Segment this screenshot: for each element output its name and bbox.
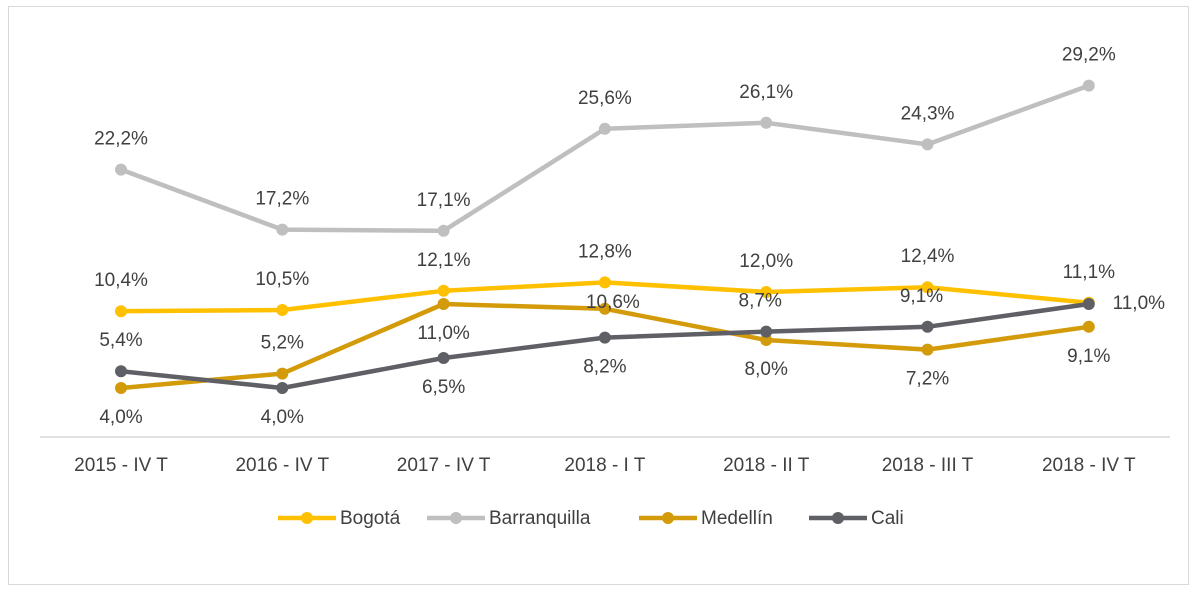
data-label: 17,2% [255,189,309,210]
point [598,302,611,315]
data-label: 4,0% [99,407,142,428]
data-label: 9,1% [1067,346,1110,367]
point [437,284,450,297]
x-tick-label: 2018 - I T [564,455,645,476]
point [276,304,289,316]
data-label: 10,4% [94,270,148,291]
data-label: 11,1% [1063,262,1116,283]
x-tick-label: 2018 - III T [882,455,974,476]
data-label: 12,8% [578,241,632,262]
data-label: 5,4% [99,330,142,351]
data-label: 8,2% [583,357,626,378]
legend-marker [450,512,462,524]
legend-label: Barranquilla [489,508,591,529]
data-label: 10,6% [586,292,640,313]
data-label: 6,5% [422,377,465,398]
data-label: 9,1% [900,286,943,307]
data-label: 8,0% [745,359,788,380]
point [1082,79,1095,92]
data-label: 11,0% [1113,293,1166,314]
data-label: 8,7% [739,291,782,312]
x-tick-label: 2017 - IV T [397,455,491,476]
point [921,138,934,151]
point [1082,298,1095,310]
legend-label: Medellín [701,508,773,529]
data-label: 11,0% [417,323,470,344]
legend-marker [662,512,674,524]
data-label: 4,0% [261,407,304,428]
point [115,163,127,176]
point [760,334,773,346]
x-tick-label: 2018 - IV T [1042,455,1136,476]
data-label: 12,1% [417,250,471,271]
data-label: 29,2% [1062,45,1116,66]
point [115,365,127,378]
point [115,382,127,394]
point [276,382,289,394]
point [437,224,450,237]
data-label: 12,0% [739,251,793,272]
x-tick-label: 2016 - IV T [235,455,329,476]
data-label: 10,5% [255,269,309,290]
x-tick-label: 2015 - IV T [74,455,168,476]
data-label: 25,6% [578,88,632,109]
point [437,352,450,364]
point [598,276,611,289]
data-label: 7,2% [906,369,949,390]
point [115,305,127,318]
x-tick-label: 2018 - II T [723,455,810,476]
legend-label: Cali [871,508,904,529]
point [760,116,773,129]
data-label: 24,3% [901,103,955,124]
point [598,122,611,135]
point [921,320,934,333]
point [921,281,934,294]
point [921,343,934,356]
legend-label: Bogotá [340,508,401,529]
data-label: 17,1% [417,190,471,211]
point [437,298,450,310]
point [276,223,289,236]
data-label: 22,2% [94,129,148,150]
point [598,331,611,344]
point [276,367,289,380]
point [760,325,773,338]
point [760,286,773,298]
data-label: 5,2% [261,333,304,354]
data-label: 12,4% [901,246,955,267]
data-label: 26,1% [739,82,793,103]
legend-marker [832,512,844,524]
point [1082,320,1095,333]
legend-marker [301,512,313,524]
